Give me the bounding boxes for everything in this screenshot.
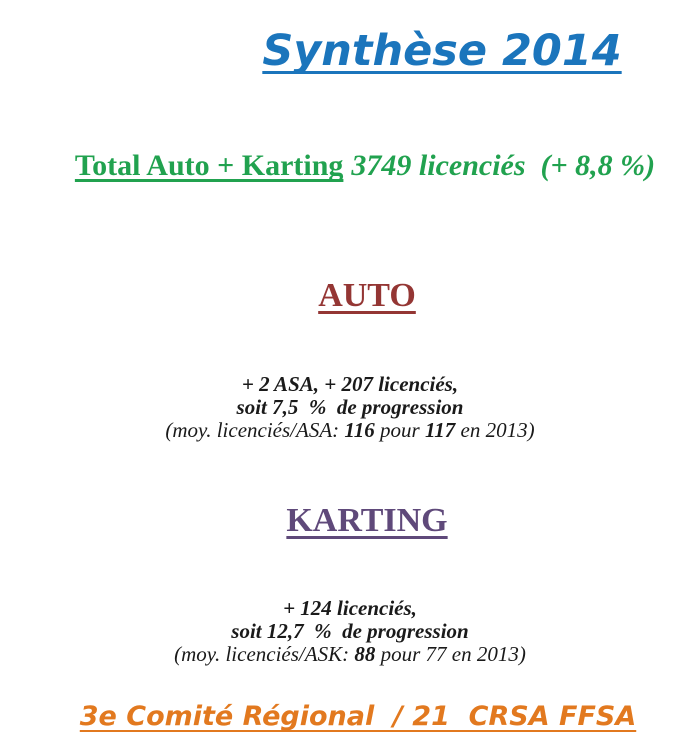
- karting-progression-line: soit 12,7 % de progression: [231, 618, 469, 643]
- presentation-slide: Synthèse 2014 Total Auto + Karting 3749 l…: [0, 0, 700, 732]
- auto-heading-text: AUTO: [318, 277, 416, 315]
- auto-average-suffix: en 2013): [455, 417, 535, 442]
- karting-details: + 124 licenciés, soit 12,7 % de progress…: [0, 595, 700, 666]
- karting-section-heading: KARTING: [0, 467, 700, 574]
- auto-details: + 2 ASA, + 207 licenciés, soit 7,5 % de …: [0, 371, 700, 442]
- auto-progression-line: soit 7,5 % de progression: [236, 394, 464, 419]
- auto-average-2014: 116: [344, 417, 375, 442]
- total-summary: Total Auto + Karting 3749 licenciés (+ 8,…: [0, 114, 700, 218]
- karting-licencies-line: + 124 licenciés,: [283, 595, 417, 620]
- karting-average-2014: 88: [354, 641, 376, 666]
- karting-heading-text: KARTING: [286, 501, 448, 539]
- auto-average-line: (moy. licenciés/ASA: 116 pour 117 en 201…: [0, 417, 700, 442]
- footer-committee-line: 3e Comité Régional / 21 CRSA FFSA: [79, 700, 637, 732]
- footer-row: 3e Comité Régional / 21 CRSA FFSA: [0, 683, 700, 750]
- auto-section-heading: AUTO: [0, 243, 700, 350]
- karting-average-suffix: pour 77 en 2013): [375, 641, 526, 666]
- auto-average-prefix: (moy. licenciés/ASA:: [165, 417, 345, 442]
- title-row: Synthèse 2014: [0, 0, 700, 93]
- karting-average-prefix: (moy. licenciés/ASK:: [174, 641, 355, 666]
- total-label: Total Auto + Karting: [74, 148, 344, 182]
- auto-average-2013: 117: [424, 417, 456, 442]
- total-value: 3749 licenciés (+ 8,8 %): [351, 148, 656, 182]
- karting-average-line: (moy. licenciés/ASK: 88 pour 77 en 2013): [0, 641, 700, 666]
- auto-average-mid: pour: [374, 417, 425, 442]
- slide-title: Synthèse 2014: [262, 26, 622, 76]
- auto-licencies-line: + 2 ASA, + 207 licenciés,: [241, 371, 459, 396]
